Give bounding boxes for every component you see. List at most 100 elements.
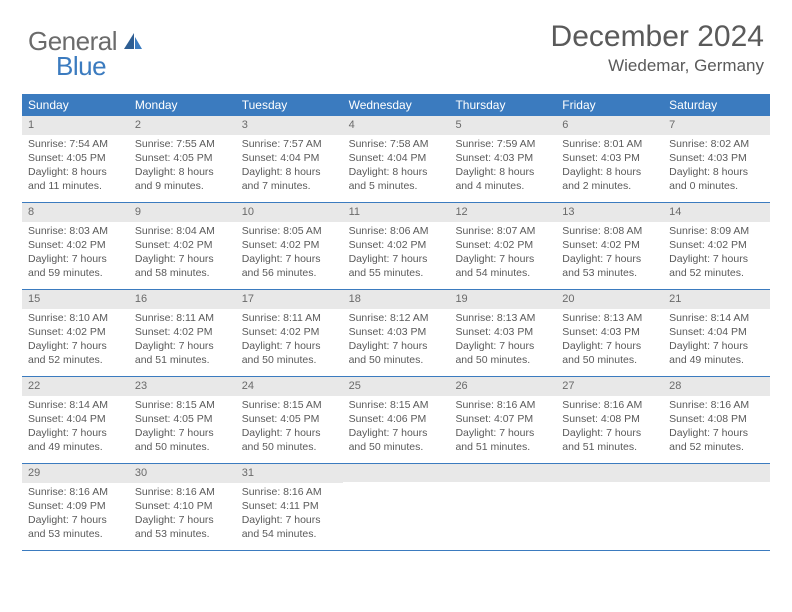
calendar: SundayMondayTuesdayWednesdayThursdayFrid… (22, 94, 770, 551)
day-number: 15 (22, 290, 129, 309)
day-details: Sunrise: 8:16 AMSunset: 4:09 PMDaylight:… (22, 485, 129, 542)
day-number: 18 (343, 290, 450, 309)
day-number: 10 (236, 203, 343, 222)
day-number: 5 (449, 116, 556, 135)
day-cell: 17Sunrise: 8:11 AMSunset: 4:02 PMDayligh… (236, 290, 343, 376)
day-number: 20 (556, 290, 663, 309)
title-block: December 2024 Wiedemar, Germany (551, 20, 764, 76)
day-cell: 18Sunrise: 8:12 AMSunset: 4:03 PMDayligh… (343, 290, 450, 376)
weekday-header: Saturday (663, 94, 770, 116)
day-number: 11 (343, 203, 450, 222)
day-details: Sunrise: 7:54 AMSunset: 4:05 PMDaylight:… (22, 137, 129, 194)
day-number: 27 (556, 377, 663, 396)
day-cell: 27 Sunrise: 8:16 AMSunset: 4:08 PMDayligh… (556, 377, 663, 463)
day-details: Sunrise: 7:55 AMSunset: 4:05 PMDaylight:… (129, 137, 236, 194)
day-number: 14 (663, 203, 770, 222)
day-details: Sunrise: 8:15 AMSunset: 4:05 PMDaylight:… (236, 398, 343, 455)
day-details: Sunrise: 8:16 AMSunset: 4:08 PMDaylight:… (663, 398, 770, 455)
day-number: 3 (236, 116, 343, 135)
day-details: Sunrise: 8:09 AMSunset: 4:02 PMDaylight:… (663, 224, 770, 281)
day-details: Sunrise: 7:57 AMSunset: 4:04 PMDaylight:… (236, 137, 343, 194)
header: General Blue December 2024 Wiedemar, Ger… (0, 0, 792, 86)
day-number: 30 (129, 464, 236, 483)
month-title: December 2024 (551, 20, 764, 54)
day-cell: 29Sunrise: 8:16 AMSunset: 4:09 PMDayligh… (22, 464, 129, 550)
day-cell: 15 Sunrise: 8:10 AMSunset: 4:02 PMDayligh… (22, 290, 129, 376)
day-details: Sunrise: 8:14 AMSunset: 4:04 PMDaylight:… (663, 311, 770, 368)
day-number: 31 (236, 464, 343, 483)
day-details: Sunrise: 8:15 AMSunset: 4:06 PMDaylight:… (343, 398, 450, 455)
logo-text: General Blue (28, 26, 143, 82)
day-cell: 26Sunrise: 8:16 AMSunset: 4:07 PMDayligh… (449, 377, 556, 463)
day-number: 9 (129, 203, 236, 222)
logo-sail-icon (123, 37, 143, 54)
empty-day-header (449, 464, 556, 482)
empty-day-header (343, 464, 450, 482)
weekday-header: Sunday (22, 94, 129, 116)
day-details: Sunrise: 7:58 AMSunset: 4:04 PMDaylight:… (343, 137, 450, 194)
weekday-header: Monday (129, 94, 236, 116)
day-details: Sunrise: 8:13 AMSunset: 4:03 PMDaylight:… (556, 311, 663, 368)
day-cell: 28 Sunrise: 8:16 AMSunset: 4:08 PMDayligh… (663, 377, 770, 463)
day-details: Sunrise: 8:16 AMSunset: 4:07 PMDaylight:… (449, 398, 556, 455)
day-cell (343, 464, 450, 550)
day-cell: 10 Sunrise: 8:05 AMSunset: 4:02 PMDayligh… (236, 203, 343, 289)
day-cell: 3 Sunrise: 7:57 AMSunset: 4:04 PMDaylight… (236, 116, 343, 202)
day-cell: 9 Sunrise: 8:04 AMSunset: 4:02 PMDaylight… (129, 203, 236, 289)
day-cell (449, 464, 556, 550)
day-number: 19 (449, 290, 556, 309)
day-details: Sunrise: 8:11 AMSunset: 4:02 PMDaylight:… (236, 311, 343, 368)
day-details: Sunrise: 8:03 AMSunset: 4:02 PMDaylight:… (22, 224, 129, 281)
day-details: Sunrise: 8:15 AMSunset: 4:05 PMDaylight:… (129, 398, 236, 455)
weeks-container: 1 Sunrise: 7:54 AMSunset: 4:05 PMDaylight… (22, 116, 770, 551)
week-row: 1 Sunrise: 7:54 AMSunset: 4:05 PMDaylight… (22, 116, 770, 203)
day-details: Sunrise: 8:16 AMSunset: 4:08 PMDaylight:… (556, 398, 663, 455)
day-number: 24 (236, 377, 343, 396)
day-number: 25 (343, 377, 450, 396)
day-cell (556, 464, 663, 550)
day-details: Sunrise: 8:01 AMSunset: 4:03 PMDaylight:… (556, 137, 663, 194)
day-cell: 1 Sunrise: 7:54 AMSunset: 4:05 PMDaylight… (22, 116, 129, 202)
day-cell: 24 Sunrise: 8:15 AMSunset: 4:05 PMDayligh… (236, 377, 343, 463)
day-number: 13 (556, 203, 663, 222)
day-number: 21 (663, 290, 770, 309)
day-details: Sunrise: 8:10 AMSunset: 4:02 PMDaylight:… (22, 311, 129, 368)
day-cell: 16Sunrise: 8:11 AMSunset: 4:02 PMDayligh… (129, 290, 236, 376)
week-row: 22 Sunrise: 8:14 AMSunset: 4:04 PMDayligh… (22, 377, 770, 464)
day-number: 8 (22, 203, 129, 222)
day-cell: 22 Sunrise: 8:14 AMSunset: 4:04 PMDayligh… (22, 377, 129, 463)
day-details: Sunrise: 8:04 AMSunset: 4:02 PMDaylight:… (129, 224, 236, 281)
day-details: Sunrise: 8:02 AMSunset: 4:03 PMDaylight:… (663, 137, 770, 194)
day-details: Sunrise: 8:07 AMSunset: 4:02 PMDaylight:… (449, 224, 556, 281)
day-number: 16 (129, 290, 236, 309)
logo: General Blue (28, 20, 143, 82)
day-number: 1 (22, 116, 129, 135)
day-cell: 12 Sunrise: 8:07 AMSunset: 4:02 PMDayligh… (449, 203, 556, 289)
day-number: 12 (449, 203, 556, 222)
weekday-header: Thursday (449, 94, 556, 116)
empty-day-header (556, 464, 663, 482)
weekday-header-row: SundayMondayTuesdayWednesdayThursdayFrid… (22, 94, 770, 116)
day-number: 4 (343, 116, 450, 135)
day-details: Sunrise: 8:16 AMSunset: 4:11 PMDaylight:… (236, 485, 343, 542)
day-cell: 21 Sunrise: 8:14 AMSunset: 4:04 PMDayligh… (663, 290, 770, 376)
day-details: Sunrise: 8:14 AMSunset: 4:04 PMDaylight:… (22, 398, 129, 455)
day-details: Sunrise: 8:08 AMSunset: 4:02 PMDaylight:… (556, 224, 663, 281)
day-cell: 13 Sunrise: 8:08 AMSunset: 4:02 PMDayligh… (556, 203, 663, 289)
day-cell: 19 Sunrise: 8:13 AMSunset: 4:03 PMDayligh… (449, 290, 556, 376)
week-row: 29Sunrise: 8:16 AMSunset: 4:09 PMDayligh… (22, 464, 770, 551)
week-row: 8 Sunrise: 8:03 AMSunset: 4:02 PMDaylight… (22, 203, 770, 290)
day-number: 22 (22, 377, 129, 396)
day-details: Sunrise: 8:13 AMSunset: 4:03 PMDaylight:… (449, 311, 556, 368)
day-number: 6 (556, 116, 663, 135)
day-cell: 7Sunrise: 8:02 AMSunset: 4:03 PMDaylight… (663, 116, 770, 202)
day-cell: 11Sunrise: 8:06 AMSunset: 4:02 PMDayligh… (343, 203, 450, 289)
day-cell: 30 Sunrise: 8:16 AMSunset: 4:10 PMDayligh… (129, 464, 236, 550)
day-details: Sunrise: 8:16 AMSunset: 4:10 PMDaylight:… (129, 485, 236, 542)
day-cell: 31 Sunrise: 8:16 AMSunset: 4:11 PMDayligh… (236, 464, 343, 550)
day-details: Sunrise: 7:59 AMSunset: 4:03 PMDaylight:… (449, 137, 556, 194)
day-number: 28 (663, 377, 770, 396)
day-details: Sunrise: 8:05 AMSunset: 4:02 PMDaylight:… (236, 224, 343, 281)
location: Wiedemar, Germany (551, 56, 764, 76)
day-cell (663, 464, 770, 550)
